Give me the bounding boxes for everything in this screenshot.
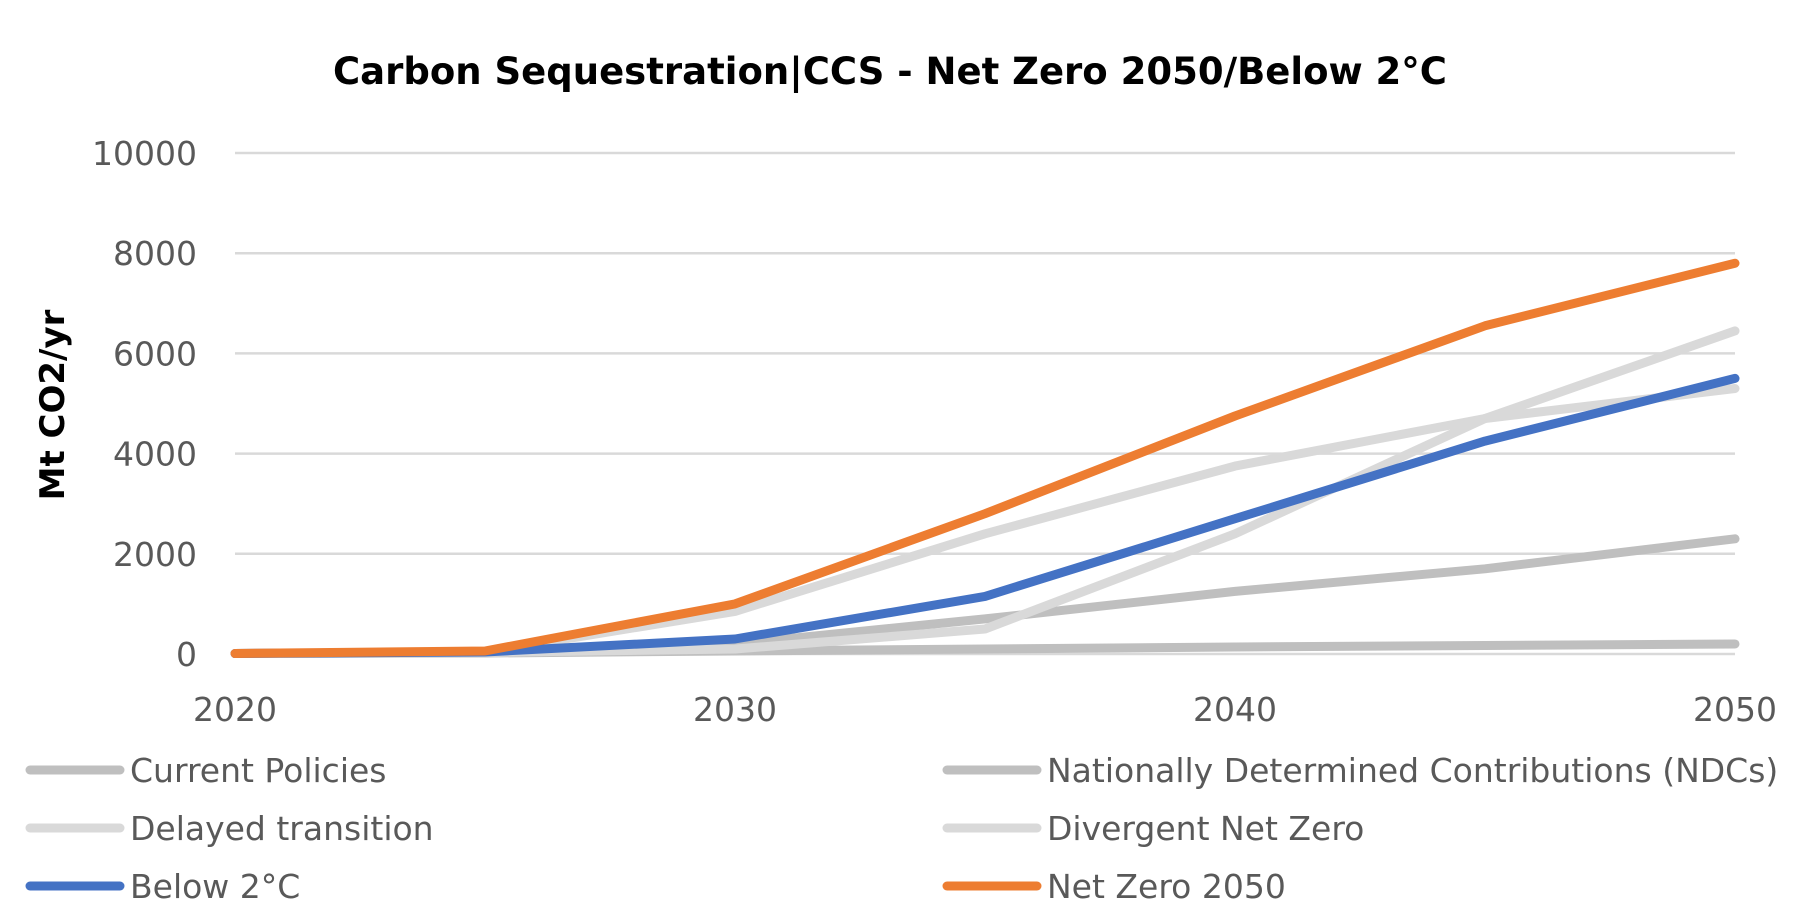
y-tick-label: 0 xyxy=(176,635,197,674)
legend-label: Net Zero 2050 xyxy=(1047,867,1286,906)
legend-label: Nationally Determined Contributions (NDC… xyxy=(1047,751,1778,790)
x-tick-label: 2030 xyxy=(693,690,777,729)
y-axis-label: Mt CO2/yr xyxy=(33,309,73,500)
series-line-4 xyxy=(230,384,1740,658)
legend-label: Divergent Net Zero xyxy=(1047,809,1364,848)
legend: Current Policies Nationally Determined Co… xyxy=(25,751,1778,906)
x-tick-label: 2040 xyxy=(1193,690,1277,729)
y-tick-label: 8000 xyxy=(113,234,197,273)
x-tick-label: 2050 xyxy=(1693,690,1777,729)
legend-entry: Below 2°C xyxy=(25,867,300,906)
y-tick-label: 10000 xyxy=(92,134,197,173)
legend-label: Delayed transition xyxy=(130,809,434,848)
legend-entry: Net Zero 2050 xyxy=(942,867,1286,906)
legend-label: Current Policies xyxy=(130,751,387,790)
y-tick-label: 6000 xyxy=(113,334,197,373)
gridlines xyxy=(235,151,1735,656)
chart-title: Carbon Sequestration|CCS - Net Zero 2050… xyxy=(333,50,1447,93)
y-tick-labels: 0 2000 4000 6000 8000 10000 xyxy=(92,134,197,674)
y-tick-label: 2000 xyxy=(113,535,197,574)
series-lines xyxy=(230,258,1740,658)
legend-entry: Delayed transition xyxy=(25,809,434,848)
x-tick-labels: 2020 2030 2040 2050 xyxy=(193,690,1777,729)
x-tick-label: 2020 xyxy=(193,690,277,729)
series-line-3 xyxy=(230,326,1740,658)
legend-entry: Nationally Determined Contributions (NDC… xyxy=(942,751,1778,790)
legend-entry: Divergent Net Zero xyxy=(942,809,1364,848)
series-line-6 xyxy=(230,258,1740,658)
legend-entry: Current Policies xyxy=(25,751,387,790)
y-tick-label: 4000 xyxy=(113,435,197,474)
legend-label: Below 2°C xyxy=(130,867,300,906)
